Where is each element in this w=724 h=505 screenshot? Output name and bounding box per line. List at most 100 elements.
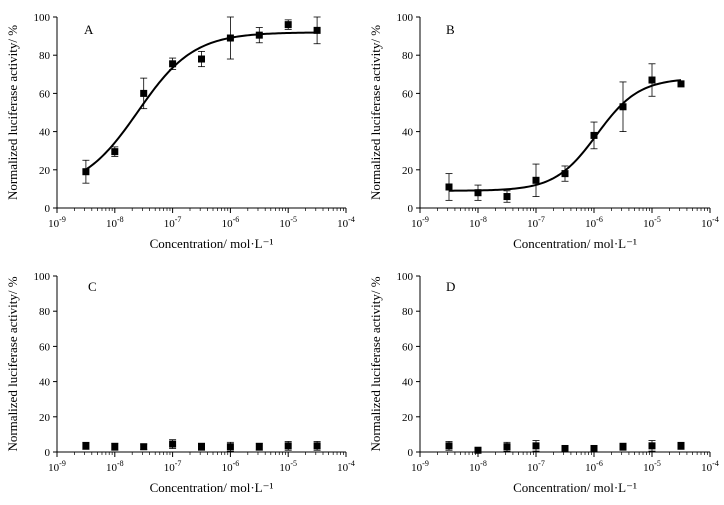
- x-tick-label: 10-5: [279, 459, 297, 474]
- data-point: [255, 31, 263, 39]
- x-tick-label: 10-4: [701, 459, 719, 474]
- y-tick-label: 60: [402, 88, 414, 100]
- x-tick-label: 10-6: [585, 215, 603, 230]
- y-tick-label: 100: [397, 271, 414, 283]
- y-axis-title: Normalized luciferase activity/ %: [5, 25, 20, 200]
- data-point: [561, 170, 569, 178]
- panel-label: D: [446, 279, 455, 294]
- y-tick-label: 80: [39, 306, 51, 318]
- fit-curve: [85, 31, 318, 171]
- x-tick-label: 10-4: [701, 215, 719, 230]
- x-tick-label: 10-8: [469, 215, 487, 230]
- x-tick-label: 10-7: [164, 459, 182, 474]
- panel-b: 0 20 40 60 80 100 10-9 10-8 10-7 10-6 10-5 10-4 Conc…: [368, 12, 719, 251]
- data-point: [590, 131, 598, 139]
- data-point: [198, 55, 205, 63]
- data-point: [140, 443, 148, 451]
- x-tick-label: 10-9: [48, 215, 66, 230]
- y-tick-label: 100: [397, 12, 414, 24]
- data-point: [169, 440, 177, 448]
- x-axis-title: Concentration/ mol·L⁻¹: [150, 236, 274, 251]
- data-point: [561, 444, 569, 452]
- panel-a: 0 20 40 60 80 100 10-9 10-8 10-7 10-6 10-5 10-4 Conc…: [5, 12, 355, 251]
- data-point: [226, 443, 234, 451]
- data-point: [313, 26, 321, 34]
- x-tick-label: 10-9: [48, 459, 66, 474]
- y-tick-label: 60: [402, 341, 414, 353]
- x-tick-label: 10-8: [106, 459, 124, 474]
- x-tick-label: 10-7: [527, 459, 545, 474]
- x-tick-label: 10-6: [585, 459, 603, 474]
- data-point: [677, 442, 685, 450]
- data-point: [111, 148, 119, 156]
- data-point: [313, 442, 321, 450]
- y-tick-label: 100: [34, 271, 51, 283]
- data-point: [284, 442, 292, 450]
- data-point: [503, 193, 511, 201]
- x-tick-label: 10-4: [337, 215, 355, 230]
- x-axis-title: Concentration/ mol·L⁻¹: [513, 236, 637, 251]
- data-point: [198, 443, 205, 451]
- y-tick-label: 60: [39, 88, 51, 100]
- x-tick-label: 10-8: [106, 215, 124, 230]
- data-point: [226, 34, 234, 42]
- y-axis-title: Normalized luciferase activity/ %: [368, 276, 383, 451]
- data-point: [474, 446, 482, 454]
- x-tick-label: 10-5: [279, 215, 297, 230]
- data-point: [82, 442, 90, 450]
- y-tick-label: 40: [402, 127, 414, 139]
- data-point: [532, 176, 540, 184]
- y-axis-title: Normalized luciferase activity/ %: [368, 25, 383, 200]
- data-point: [255, 443, 263, 451]
- y-tick-label: 0: [45, 447, 51, 459]
- y-tick-label: 0: [408, 447, 414, 459]
- y-tick-label: 80: [39, 50, 51, 62]
- x-tick-label: 10-4: [337, 459, 355, 474]
- y-tick-label: 80: [402, 306, 414, 318]
- data-point: [619, 103, 627, 111]
- y-tick-label: 100: [34, 12, 51, 24]
- data-point: [474, 189, 482, 197]
- data-point: [648, 442, 656, 450]
- x-tick-label: 10-9: [411, 215, 429, 230]
- y-tick-label: 60: [39, 341, 51, 353]
- data-point: [619, 443, 627, 451]
- y-tick-label: 0: [408, 203, 414, 215]
- x-tick-label: 10-8: [469, 459, 487, 474]
- data-point: [445, 183, 453, 191]
- data-point: [532, 442, 540, 450]
- panel-c: 0 20 40 60 80 100 10-9 10-8 10-7 10-6 10-5 10-4 Conc…: [5, 271, 355, 495]
- data-point: [677, 80, 685, 88]
- y-tick-label: 40: [39, 127, 51, 139]
- panel-label: C: [88, 279, 97, 294]
- y-tick-label: 0: [45, 203, 51, 215]
- data-point: [648, 76, 656, 84]
- y-tick-label: 20: [402, 412, 414, 424]
- x-axis-title: Concentration/ mol·L⁻¹: [150, 480, 274, 495]
- data-point: [284, 21, 292, 29]
- panel-d: 0 20 40 60 80 100 10-9 10-8 10-7 10-6 10-5 10-4 Conc…: [368, 271, 719, 495]
- y-tick-label: 40: [39, 377, 51, 389]
- data-point: [82, 168, 90, 176]
- panel-label: A: [84, 22, 94, 37]
- y-tick-label: 20: [39, 412, 51, 424]
- data-point: [140, 89, 148, 97]
- data-point: [169, 60, 177, 68]
- y-tick-label: 20: [402, 165, 414, 177]
- panel-label: B: [446, 22, 455, 37]
- y-tick-label: 80: [402, 50, 414, 62]
- y-tick-label: 40: [402, 377, 414, 389]
- x-axis-title: Concentration/ mol·L⁻¹: [513, 480, 637, 495]
- y-tick-label: 20: [39, 165, 51, 177]
- x-tick-label: 10-6: [222, 215, 240, 230]
- x-tick-label: 10-9: [411, 459, 429, 474]
- x-tick-label: 10-6: [222, 459, 240, 474]
- x-tick-label: 10-5: [643, 215, 661, 230]
- data-point: [445, 442, 453, 450]
- x-tick-label: 10-7: [164, 215, 182, 230]
- data-point: [111, 443, 119, 451]
- y-axis-title: Normalized luciferase activity/ %: [5, 276, 20, 451]
- x-tick-label: 10-7: [527, 215, 545, 230]
- data-point: [590, 444, 598, 452]
